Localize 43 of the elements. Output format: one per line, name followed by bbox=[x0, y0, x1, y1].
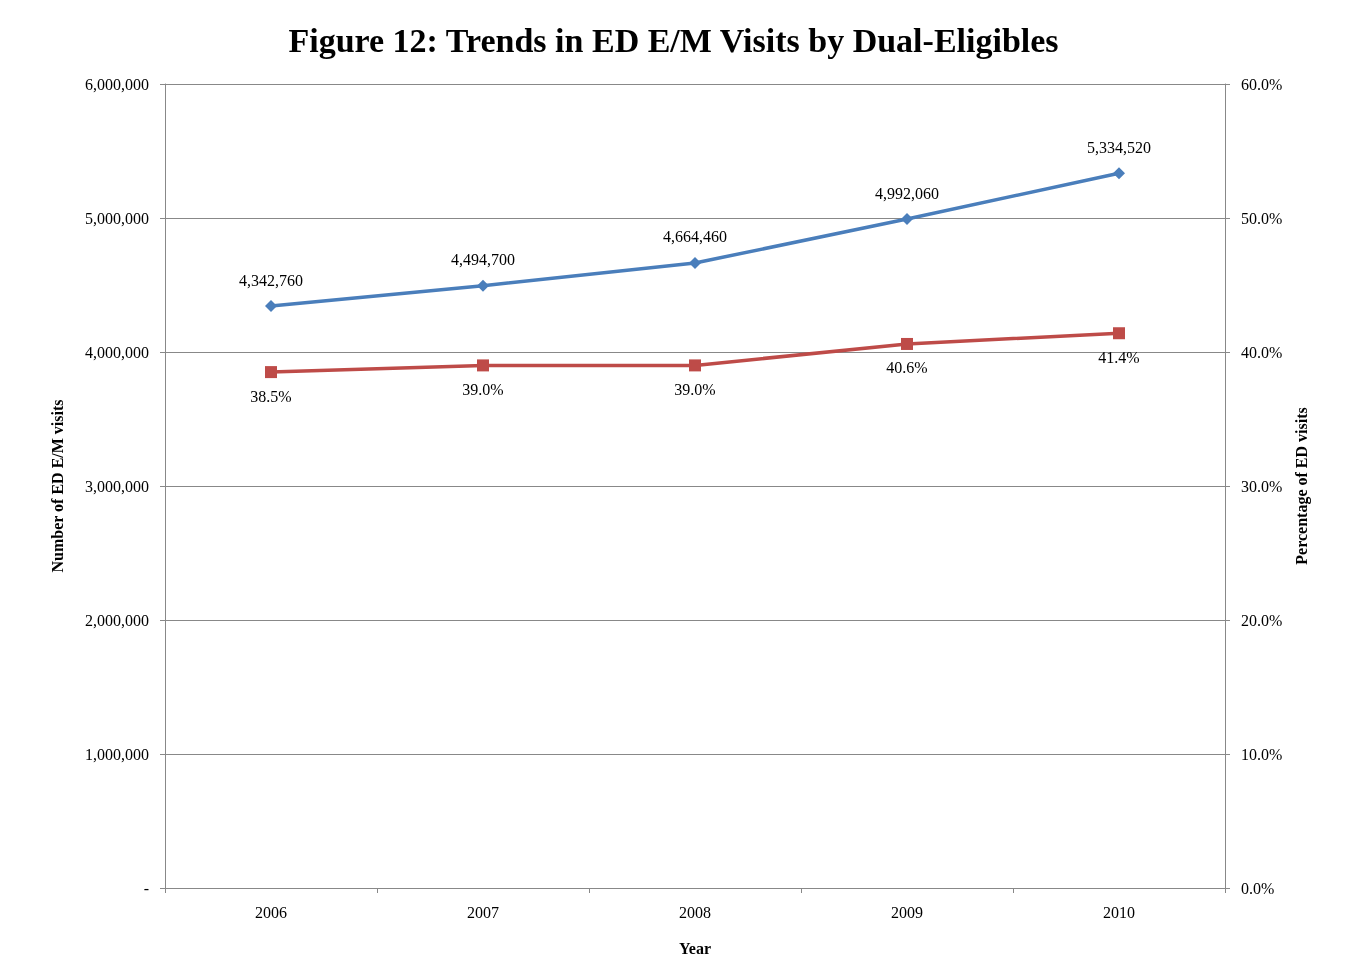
y-tick-label: 3,000,000 bbox=[85, 477, 149, 495]
y2-tick-label: 0.0% bbox=[1241, 879, 1275, 897]
y2-axis-title: Percentage of ED visits bbox=[1292, 407, 1311, 565]
data-label: 39.0% bbox=[674, 380, 716, 398]
y2-tick-label: 50.0% bbox=[1241, 209, 1283, 227]
y2-tick-label: 30.0% bbox=[1241, 477, 1283, 495]
x-tick-label: 2008 bbox=[679, 903, 711, 921]
data-label: 41.4% bbox=[1098, 348, 1140, 366]
y-tick-label: 2,000,000 bbox=[85, 611, 149, 629]
point bbox=[689, 256, 701, 269]
y2-tick-label: 60.0% bbox=[1241, 75, 1283, 93]
x-tick-label: 2007 bbox=[467, 903, 499, 921]
data-label: 4,494,700 bbox=[451, 251, 515, 269]
x-axis-title: Year bbox=[679, 939, 711, 957]
point bbox=[1113, 167, 1125, 180]
point bbox=[901, 337, 913, 350]
data-label: 5,334,520 bbox=[1087, 138, 1151, 156]
x-tick-label: 2010 bbox=[1103, 903, 1135, 921]
point bbox=[1113, 327, 1125, 340]
point bbox=[265, 300, 277, 313]
point bbox=[477, 279, 489, 292]
y-tick-label: 1,000,000 bbox=[85, 745, 149, 763]
point bbox=[901, 213, 913, 226]
data-label: 38.5% bbox=[250, 387, 292, 405]
y2-tick-label: 20.0% bbox=[1241, 611, 1283, 629]
chart-title: Figure 12: Trends in ED E/M Visits by Dual-Eligibles bbox=[288, 21, 1059, 59]
point bbox=[477, 359, 489, 372]
y-tick-label: 4,000,000 bbox=[85, 343, 149, 361]
y-tick-label: 6,000,000 bbox=[85, 75, 149, 93]
y-tick-label: - bbox=[143, 879, 149, 897]
y2-tick-label: 10.0% bbox=[1241, 745, 1283, 763]
y-axis-title: Number of ED E/M visits bbox=[48, 399, 66, 573]
data-label: 39.0% bbox=[462, 380, 504, 398]
data-label: 4,992,060 bbox=[875, 184, 939, 202]
data-label: 40.6% bbox=[886, 359, 928, 377]
data-label: 4,664,460 bbox=[663, 228, 727, 246]
x-tick-label: 2006 bbox=[255, 903, 287, 921]
y-tick-label: 5,000,000 bbox=[85, 209, 149, 227]
x-tick-label: 2009 bbox=[891, 903, 923, 921]
point bbox=[265, 366, 277, 379]
y2-tick-label: 40.0% bbox=[1241, 343, 1283, 361]
point bbox=[689, 359, 701, 372]
data-label: 4,342,760 bbox=[239, 271, 303, 289]
